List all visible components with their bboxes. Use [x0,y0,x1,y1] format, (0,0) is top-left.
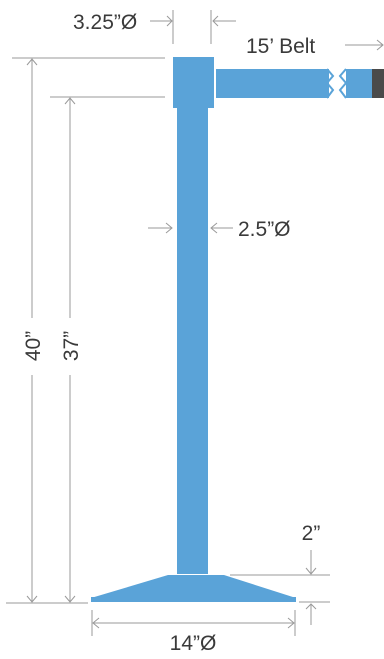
post-shaft [177,108,208,574]
base-diameter-label: 14”Ø [170,632,217,655]
dimension-lines [6,10,384,636]
belt-segment [346,69,372,98]
stanchion [91,57,384,602]
dimension-labels: 3.25”Ø 15’ Belt 2.5”Ø 40” 37” 2” 14”Ø [22,11,320,655]
top-diameter-label: 3.25”Ø [73,11,137,34]
post-height-label: 37” [60,331,83,361]
belt-length-label: 15’ Belt [246,35,315,58]
belt-end-cap [372,69,384,98]
post-diameter-label: 2.5”Ø [238,218,291,241]
total-height-label: 40” [22,331,45,361]
belt-break-left [325,68,335,99]
base [91,575,296,598]
base-plate [91,597,296,602]
belt [216,69,329,98]
head-cap [173,57,214,108]
base-height-label: 2” [302,522,321,545]
belt-break-right [338,68,348,99]
